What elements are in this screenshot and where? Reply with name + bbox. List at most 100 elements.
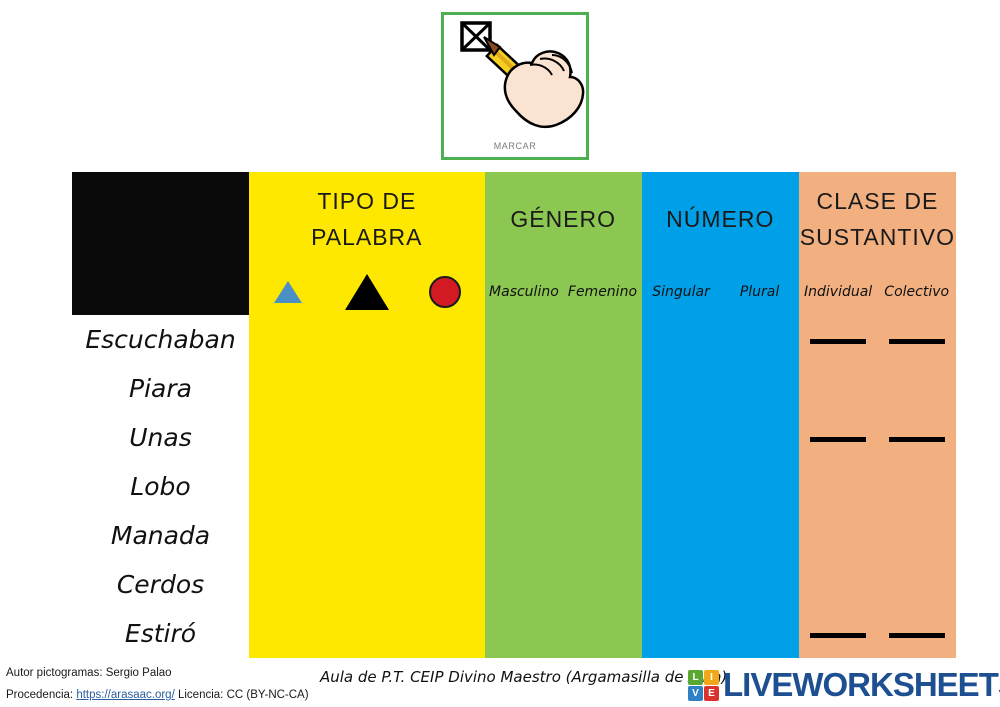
author-line: Autor pictogramas: Sergio Palao	[6, 667, 172, 679]
liveworksheets-logo: L I V E LIVEWORKSHEETS	[688, 666, 1000, 704]
table-row: Escuchaban	[72, 315, 956, 364]
answer-cell-plural[interactable]	[720, 609, 799, 658]
answer-cell-plural[interactable]	[720, 413, 799, 462]
worksheet-table: TIPO DE PALABRA GÉNERO NÚMERO CLASE DE S…	[72, 172, 956, 658]
pictogram-card: MARCAR	[441, 12, 589, 160]
not-applicable-dash	[888, 632, 945, 638]
answer-cell-articulo[interactable]	[249, 560, 328, 609]
corner-cell	[72, 172, 249, 315]
group-header-clase-line2: SUSTANTIVO	[799, 224, 956, 250]
answer-cell-articulo[interactable]	[249, 315, 328, 364]
answer-cell-sustantivo[interactable]	[327, 560, 407, 609]
answer-cell-femenino[interactable]	[563, 560, 642, 609]
answer-cell-plural[interactable]	[720, 462, 799, 511]
group-header-tipo-line2: PALABRA	[311, 224, 423, 250]
answer-cell-sustantivo[interactable]	[327, 364, 407, 413]
answer-cell-femenino[interactable]	[563, 609, 642, 658]
answer-cell-colectivo[interactable]	[877, 462, 956, 511]
row-word: Cerdos	[72, 560, 249, 609]
answer-cell-verbo[interactable]	[406, 315, 485, 364]
answer-cell-sustantivo[interactable]	[327, 315, 407, 364]
answer-cell-sustantivo[interactable]	[327, 609, 407, 658]
answer-cell-singular[interactable]	[641, 315, 721, 364]
small-blue-triangle-icon	[274, 280, 303, 303]
answer-cell-verbo[interactable]	[406, 511, 485, 560]
answer-cell-singular[interactable]	[641, 462, 721, 511]
answer-cell-femenino[interactable]	[563, 364, 642, 413]
row-word: Lobo	[72, 462, 249, 511]
group-header-numero: NÚMERO	[641, 172, 799, 268]
answer-cell-masculino[interactable]	[484, 560, 564, 609]
liveworksheets-logo-tiles: L I V E	[688, 669, 719, 701]
answer-cell-colectivo[interactable]	[877, 560, 956, 609]
answer-cell-verbo[interactable]	[406, 609, 485, 658]
answer-cell-masculino[interactable]	[484, 413, 564, 462]
row-word: Piara	[72, 364, 249, 413]
answer-cell-plural[interactable]	[720, 364, 799, 413]
answer-cell-individual[interactable]	[798, 315, 878, 364]
answer-cell-verbo[interactable]	[406, 364, 485, 413]
pictogram-label: MARCAR	[493, 141, 537, 151]
answer-cell-colectivo[interactable]	[877, 511, 956, 560]
school-credit: Aula de P.T. CEIP Divino Maestro (Argama…	[320, 668, 728, 686]
answer-cell-colectivo[interactable]	[877, 364, 956, 413]
table-row: Estiró	[72, 609, 956, 658]
answer-cell-singular[interactable]	[641, 364, 721, 413]
answer-cell-singular[interactable]	[641, 511, 721, 560]
row-word: Estiró	[72, 609, 249, 658]
large-black-triangle-icon	[344, 273, 389, 310]
answer-cell-femenino[interactable]	[563, 462, 642, 511]
answer-cell-femenino[interactable]	[563, 413, 642, 462]
answer-cell-individual[interactable]	[798, 364, 878, 413]
answer-cell-individual[interactable]	[798, 511, 878, 560]
answer-cell-verbo[interactable]	[406, 560, 485, 609]
answer-cell-individual[interactable]	[798, 462, 878, 511]
answer-cell-masculino[interactable]	[484, 609, 564, 658]
answer-cell-individual[interactable]	[798, 609, 878, 658]
attribution-block: Autor pictogramas: Sergio Palao Proceden…	[6, 663, 309, 707]
source-prefix: Procedencia:	[6, 688, 74, 701]
answer-cell-verbo[interactable]	[406, 413, 485, 462]
answer-cell-individual[interactable]	[798, 413, 878, 462]
answer-cell-femenino[interactable]	[563, 315, 642, 364]
answer-cell-articulo[interactable]	[249, 462, 328, 511]
answer-cell-verbo[interactable]	[406, 462, 485, 511]
logo-tile-i: I	[704, 669, 719, 685]
answer-cell-singular[interactable]	[641, 609, 721, 658]
answer-cell-articulo[interactable]	[249, 609, 328, 658]
subheader-individual: Individual	[798, 268, 878, 315]
answer-cell-sustantivo[interactable]	[327, 511, 407, 560]
answer-cell-masculino[interactable]	[484, 462, 564, 511]
logo-tile-v: V	[688, 685, 703, 701]
answer-cell-individual[interactable]	[798, 560, 878, 609]
answer-cell-sustantivo[interactable]	[327, 413, 407, 462]
table-row: Lobo	[72, 462, 956, 511]
answer-cell-articulo[interactable]	[249, 413, 328, 462]
answer-cell-sustantivo[interactable]	[327, 462, 407, 511]
answer-cell-plural[interactable]	[720, 560, 799, 609]
answer-cell-masculino[interactable]	[484, 511, 564, 560]
not-applicable-dash	[810, 632, 867, 638]
row-word: Escuchaban	[72, 315, 249, 364]
table-row: Piara	[72, 364, 956, 413]
answer-cell-articulo[interactable]	[249, 511, 328, 560]
subheader-masculino: Masculino	[484, 268, 564, 315]
answer-cell-femenino[interactable]	[563, 511, 642, 560]
liveworksheets-wordmark: LIVEWORKSHEETS	[723, 666, 1000, 703]
answer-cell-articulo[interactable]	[249, 364, 328, 413]
answer-cell-masculino[interactable]	[484, 315, 564, 364]
table-row: Cerdos	[72, 560, 956, 609]
answer-cell-plural[interactable]	[720, 315, 799, 364]
answer-cell-masculino[interactable]	[484, 364, 564, 413]
group-header-tipo-line1: TIPO DE	[317, 188, 417, 215]
answer-cell-colectivo[interactable]	[877, 609, 956, 658]
arasaac-link[interactable]: https://arasaac.org/	[76, 688, 175, 701]
row-word: Manada	[72, 511, 249, 560]
not-applicable-dash	[888, 338, 945, 344]
answer-cell-colectivo[interactable]	[877, 413, 956, 462]
answer-cell-singular[interactable]	[641, 413, 721, 462]
group-header-genero: GÉNERO	[484, 172, 642, 268]
answer-cell-colectivo[interactable]	[877, 315, 956, 364]
answer-cell-singular[interactable]	[641, 560, 721, 609]
answer-cell-plural[interactable]	[720, 511, 799, 560]
